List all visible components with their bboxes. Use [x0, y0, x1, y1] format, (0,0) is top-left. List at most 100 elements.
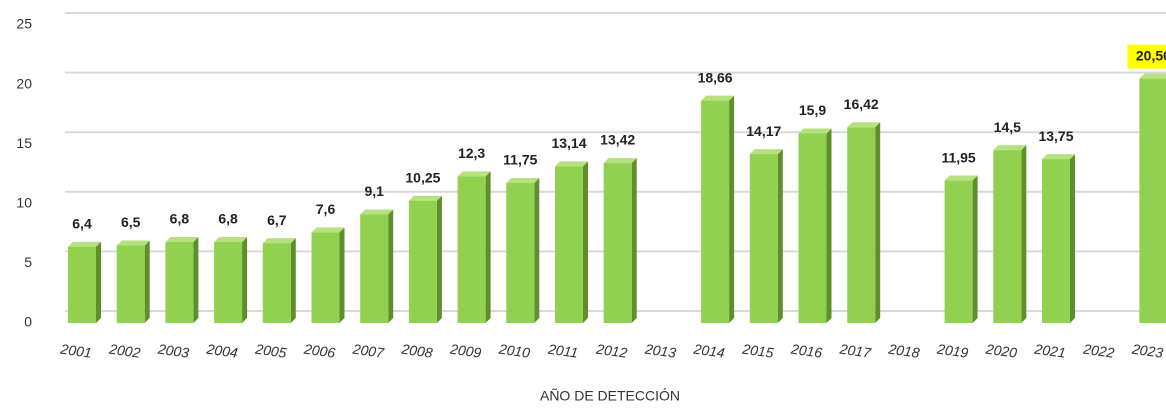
bar-top	[214, 236, 248, 242]
y-tick-label: 10	[16, 195, 32, 211]
x-tick-label: 2006	[302, 340, 336, 360]
bar-side	[1070, 154, 1075, 323]
bar	[603, 163, 632, 323]
bar-top	[798, 128, 832, 134]
y-tick-label: 0	[24, 314, 32, 330]
value-label: 16,42	[844, 96, 879, 112]
bar	[360, 214, 389, 323]
bar	[311, 232, 340, 323]
bar	[262, 243, 291, 323]
x-tick-label: 2007	[351, 340, 386, 360]
bar-side	[193, 236, 199, 323]
bar-side	[583, 161, 588, 323]
bar	[165, 241, 194, 323]
value-label: 14,17	[746, 123, 781, 139]
bar-side	[339, 227, 345, 323]
bar-top	[847, 122, 881, 128]
bar	[1042, 159, 1070, 323]
x-tick-label: 2022	[1081, 340, 1115, 360]
x-tick-label: 2019	[935, 340, 969, 360]
bar-top	[457, 171, 491, 177]
bar-side	[436, 195, 442, 323]
bar-side	[388, 209, 394, 323]
y-tick-label: 25	[16, 16, 32, 32]
x-tick-label: 2012	[594, 340, 628, 360]
bar-side	[826, 128, 832, 323]
value-label: 13,42	[600, 132, 635, 148]
x-tick-label: 2020	[984, 340, 1018, 360]
bar-side	[534, 177, 540, 323]
x-tick-label: 2005	[253, 340, 287, 360]
x-tick-label: 2013	[643, 340, 677, 360]
value-label: 18,66	[698, 69, 733, 85]
value-label: 11,75	[503, 152, 537, 168]
value-label: 6,5	[121, 214, 141, 230]
value-label: 15,9	[799, 102, 826, 118]
bar-side	[875, 122, 881, 324]
bar-side	[485, 171, 491, 323]
value-label: 10,25	[405, 170, 440, 186]
bar-top	[1139, 73, 1166, 79]
y-tick-label: 20	[16, 75, 32, 91]
value-label: 6,4	[72, 215, 92, 231]
x-tick-label: 2018	[887, 340, 921, 360]
bar-top	[993, 145, 1027, 151]
value-label: 13,75	[1038, 128, 1073, 144]
bar-top	[68, 241, 101, 247]
value-label: 7,6	[316, 201, 336, 217]
bar	[1139, 78, 1166, 323]
x-tick-label: 2015	[740, 340, 774, 360]
bar-side	[972, 175, 978, 323]
bar	[798, 133, 827, 323]
bar-top	[1042, 154, 1075, 160]
bar-top	[408, 195, 442, 201]
bar-top	[360, 209, 394, 215]
bar-top	[165, 236, 199, 242]
bar	[993, 150, 1022, 323]
x-tick-label: 2004	[205, 340, 239, 360]
value-label: 6,7	[267, 212, 287, 228]
bar-top	[311, 227, 345, 233]
x-tick-label: 2017	[838, 340, 873, 360]
x-tick-label: 2014	[692, 340, 726, 360]
x-tick-label: 2016	[789, 340, 823, 360]
x-axis-title: AÑO DE DETECCIÓN	[540, 388, 680, 404]
value-label: 6,8	[170, 211, 190, 227]
bar	[214, 241, 243, 323]
bar-top	[749, 149, 783, 155]
y-tick-label: 15	[16, 135, 32, 151]
value-label: 9,1	[364, 183, 384, 199]
bar	[749, 154, 778, 323]
bar	[116, 245, 145, 323]
value-label: 6,8	[218, 211, 238, 227]
bar	[457, 176, 486, 323]
bar-side	[1021, 145, 1027, 323]
bar-top	[944, 175, 978, 181]
value-label: 12,3	[458, 145, 485, 161]
x-tick-label: 2001	[59, 340, 93, 360]
x-tick-label: 2021	[1033, 340, 1067, 360]
bar-side	[631, 158, 637, 323]
bar-top	[262, 238, 296, 244]
value-label: 11,95	[941, 149, 975, 165]
y-tick-label: 5	[24, 254, 32, 270]
bar	[944, 180, 973, 323]
bar	[847, 127, 876, 324]
bar	[701, 100, 730, 323]
x-tick-label: 2003	[156, 340, 190, 360]
x-tick-label: 2023	[1130, 340, 1164, 360]
bar-top	[555, 161, 588, 167]
value-label: 20,50	[1136, 47, 1166, 63]
bar-side	[242, 236, 248, 323]
value-label: 14,5	[994, 119, 1021, 135]
x-tick-label: 2009	[448, 340, 482, 360]
bar-side	[777, 149, 783, 323]
bar-side	[144, 240, 150, 323]
bar-side	[96, 241, 101, 323]
bar-side	[729, 95, 735, 323]
bar	[408, 200, 437, 323]
x-tick-label: 2008	[400, 340, 434, 360]
bar-top	[116, 240, 150, 246]
x-tick-label: 2010	[497, 340, 531, 360]
